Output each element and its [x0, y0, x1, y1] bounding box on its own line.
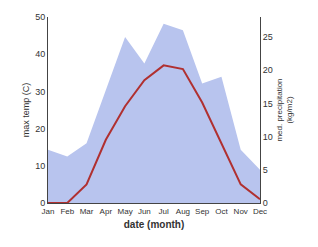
svg-text:Jun: Jun: [138, 207, 151, 216]
svg-text:date (month): date (month): [124, 219, 185, 230]
svg-text:Mar: Mar: [80, 207, 94, 216]
svg-text:Apr: Apr: [100, 207, 113, 216]
svg-text:5: 5: [263, 165, 268, 175]
svg-text:50: 50: [35, 12, 45, 22]
svg-text:10: 10: [35, 161, 45, 171]
svg-text:Sep: Sep: [195, 207, 210, 216]
svg-text:Feb: Feb: [60, 207, 74, 216]
svg-text:Jan: Jan: [42, 207, 55, 216]
svg-text:15: 15: [263, 99, 273, 109]
svg-text:Oct: Oct: [215, 207, 228, 216]
svg-text:10: 10: [263, 132, 273, 142]
svg-text:25: 25: [263, 32, 273, 42]
svg-text:30: 30: [35, 87, 45, 97]
svg-text:20: 20: [263, 65, 273, 75]
svg-text:max temp (C): max temp (C): [21, 83, 31, 138]
svg-text:Aug: Aug: [176, 207, 190, 216]
svg-text:Nov: Nov: [234, 207, 248, 216]
svg-text:0: 0: [40, 198, 45, 208]
svg-text:Jul: Jul: [159, 207, 169, 216]
svg-text:0: 0: [263, 198, 268, 208]
svg-text:40: 40: [35, 49, 45, 59]
svg-text:Dec: Dec: [253, 207, 267, 216]
svg-text:May: May: [118, 207, 133, 216]
svg-text:20: 20: [35, 124, 45, 134]
svg-text:med. precipitation(kg/m2): med. precipitation(kg/m2): [275, 78, 294, 141]
